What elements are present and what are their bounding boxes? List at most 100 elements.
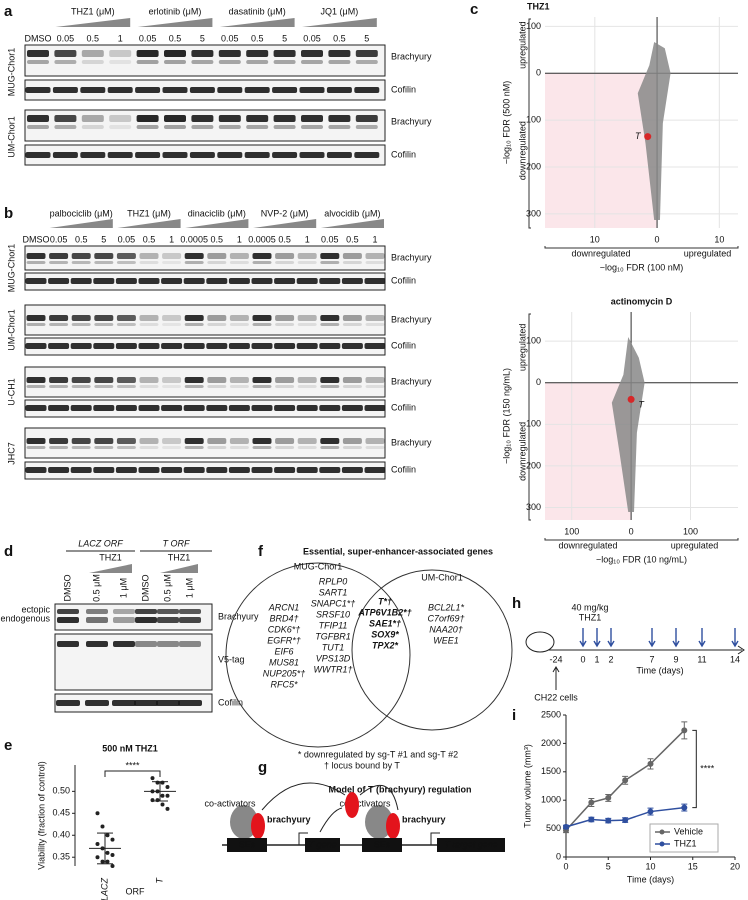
lane-label: 0.05 [303,33,321,43]
band [81,50,104,57]
band-label: endogenous [0,613,50,623]
band [229,385,249,388]
band [207,253,227,259]
y-tick-label: 1000 [541,795,561,805]
protein-label: Brachyury [218,611,259,621]
band [183,467,205,473]
point [605,817,612,824]
gene: SOX9* [371,629,399,639]
shape [648,628,656,648]
band [93,405,115,411]
band [228,343,250,349]
x-tick-label: 100 [683,526,698,536]
band [93,467,115,473]
band [81,60,104,64]
significance: **** [125,760,140,770]
band [139,323,159,326]
shape [737,645,745,655]
band [355,60,378,64]
point [105,859,110,864]
band [275,385,295,388]
band [244,87,270,93]
band [229,377,249,383]
band [191,115,214,122]
cell-line-label: UM-Chor1 [6,116,16,158]
axis-annotation: upregulated [517,324,527,372]
highlight-point [627,395,635,403]
band [229,438,249,444]
gene: SART1 [319,587,348,597]
shape [552,666,560,690]
band [365,253,385,259]
label: SEs [239,839,256,849]
label: co-activators [339,798,391,808]
band [70,343,92,349]
gene: SRSF10 [316,609,350,619]
wedge [55,18,131,27]
band [297,446,317,449]
drug-label: JQ1 (μM) [321,6,359,16]
band [274,467,296,473]
band [320,438,340,444]
band [273,50,296,57]
point [105,833,110,838]
band [162,87,188,93]
band [355,125,378,129]
time-label: 2 [608,654,613,664]
point [622,777,629,784]
shape [230,805,258,839]
gene: MUS81 [269,657,299,667]
band [70,467,92,473]
band [94,446,114,449]
lane-label: 0.5 [346,234,359,244]
band [252,385,272,388]
protein-label: V5-tag [218,654,245,664]
band [206,278,228,284]
bracket [528,18,531,229]
band [94,315,114,321]
band [328,125,351,129]
band [244,152,270,158]
y-tick-label: 1500 [541,766,561,776]
band [81,115,104,122]
shape [607,628,615,648]
lane-label: 0.05 [221,33,239,43]
gene: BCL2L1* [428,602,465,612]
x-tick-label: 0 [655,234,660,244]
wedge [253,219,317,228]
gene: VPS13D [316,653,351,663]
band [49,261,69,264]
band [191,125,214,129]
axis-annotation: upregulated [671,540,719,550]
band [296,343,318,349]
band [251,405,273,411]
band [116,377,136,383]
lane-label: DMSO [25,33,52,43]
band [25,278,47,284]
lane-label: 1 μM [118,578,128,598]
band [275,315,295,321]
chart-title: THZ1 [527,1,550,11]
band [365,323,385,326]
band [164,125,186,129]
band [71,438,91,444]
band [107,152,133,158]
label: co-activators [204,798,256,808]
gene: WWTR1† [314,664,353,674]
axis-annotation: downregulated [517,422,527,481]
y-tick-label: 300 [526,208,541,218]
shape [430,832,440,845]
shape [437,838,505,852]
band [138,278,160,284]
legend-label: THZ1 [674,838,697,848]
gene: EIF6 [274,646,293,656]
band [93,343,115,349]
label: T target gene [444,839,498,849]
band [342,253,362,259]
lane-label: 0.05 [139,33,157,43]
lane-label: 0.5 [169,33,182,43]
band [135,152,161,158]
band [191,50,214,57]
band [229,446,249,449]
